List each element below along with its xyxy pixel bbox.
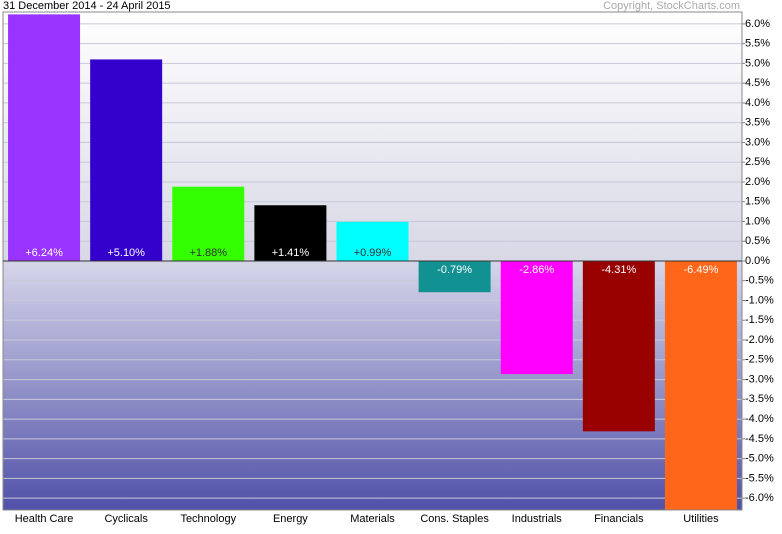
y-tick-label: 0.5% (745, 235, 770, 247)
y-tick-label: -3.5% (745, 393, 774, 405)
bar (90, 59, 163, 261)
value-label: -0.79% (437, 264, 472, 276)
y-tick-label: 1.5% (745, 196, 770, 208)
y-tick-label: 2.0% (745, 176, 770, 188)
x-tick-label: Financials (594, 513, 644, 525)
y-tick-label: 0.0% (745, 255, 770, 267)
y-tick-label: -4.5% (745, 433, 774, 445)
bar (418, 261, 491, 293)
bar (8, 14, 81, 261)
value-label: -4.31% (601, 264, 636, 276)
x-tick-label: Utilities (683, 513, 719, 525)
bar (500, 261, 573, 375)
bar (336, 221, 409, 261)
y-tick-label: 3.5% (745, 117, 770, 129)
value-label: -6.49% (684, 264, 719, 276)
x-tick-label: Health Care (15, 513, 74, 525)
chart-title: 31 December 2014 - 24 April 2015 (3, 0, 171, 12)
x-tick-label: Materials (350, 513, 395, 525)
value-label: +0.99% (354, 247, 392, 259)
y-tick-label: 1.0% (745, 215, 770, 227)
x-tick-label: Energy (273, 513, 308, 525)
y-tick-label: -1.0% (745, 294, 774, 306)
y-tick-label: -0.5% (745, 275, 774, 287)
y-tick-label: 6.0% (745, 18, 770, 30)
y-tick-label: 2.5% (745, 156, 770, 168)
y-tick-label: 3.0% (745, 136, 770, 148)
y-tick-label: -5.0% (745, 453, 774, 465)
x-tick-label: Industrials (512, 513, 563, 525)
y-tick-label: 4.5% (745, 77, 770, 89)
x-tick-label: Cons. Staples (420, 513, 489, 525)
y-tick-label: -6.0% (745, 492, 774, 504)
y-tick-label: -4.0% (745, 413, 774, 425)
credit: Copyright, StockCharts.com (603, 0, 740, 12)
x-tick-label: Cyclicals (104, 513, 148, 525)
y-tick-label: -2.0% (745, 334, 774, 346)
y-tick-label: -2.5% (745, 354, 774, 366)
value-label: +6.24% (25, 247, 63, 259)
y-tick-label: -3.0% (745, 373, 774, 385)
y-tick-label: 5.0% (745, 57, 770, 69)
value-label: +1.41% (272, 247, 310, 259)
value-label: +1.88% (189, 247, 227, 259)
bar (582, 261, 655, 432)
y-tick-label: -1.5% (745, 314, 774, 326)
y-tick-label: -5.5% (745, 472, 774, 484)
y-tick-label: 5.5% (745, 38, 770, 50)
value-label: +5.10% (107, 247, 145, 259)
x-tick-label: Technology (180, 513, 236, 525)
bar (664, 261, 737, 510)
value-label: -2.86% (519, 264, 554, 276)
bar (254, 205, 327, 261)
bar (172, 186, 245, 261)
y-tick-label: 4.0% (745, 97, 770, 109)
